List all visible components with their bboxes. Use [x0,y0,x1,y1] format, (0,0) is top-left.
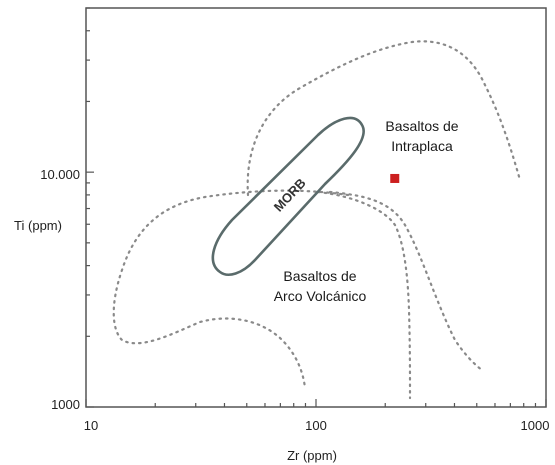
arc-label-line2: Arco Volcánico [274,288,367,304]
x-axis-title: Zr (ppm) [287,448,337,463]
x-tick-label-1000: 1000 [521,418,550,433]
arc-label-line1: Basaltos de [283,268,356,284]
x-tick-label-100: 100 [305,418,327,433]
intraplate-lower-boundary [328,190,484,372]
arc-field-boundary [112,189,350,390]
intraplate-field-boundary [246,40,522,197]
plot-frame [85,7,547,408]
data-point-marker [390,173,400,183]
intraplate-label-line2: Intraplaca [391,138,453,154]
y-tick-label-10000: 10.000 [40,167,80,182]
data-points [390,173,400,183]
y-axis-title: Ti (ppm) [14,218,62,233]
axis-ticks [85,7,547,408]
intraplate-label-line1: Basaltos de [385,118,458,134]
x-tick-label-10: 10 [84,418,98,433]
y-tick-label-1000: 1000 [51,397,80,412]
morb-field-boundary [211,116,365,276]
